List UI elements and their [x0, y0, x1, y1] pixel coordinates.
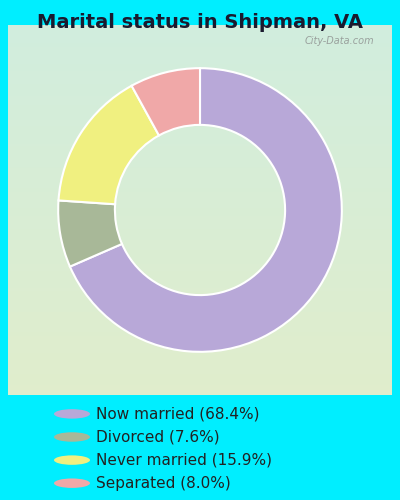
Text: Separated (8.0%): Separated (8.0%) [96, 476, 231, 490]
Circle shape [54, 409, 90, 418]
Wedge shape [132, 68, 200, 136]
Text: Now married (68.4%): Now married (68.4%) [96, 406, 260, 422]
Circle shape [54, 432, 90, 442]
Wedge shape [58, 200, 122, 266]
Circle shape [54, 456, 90, 465]
Circle shape [54, 478, 90, 488]
Wedge shape [70, 68, 342, 352]
Text: Never married (15.9%): Never married (15.9%) [96, 452, 272, 468]
Text: City-Data.com: City-Data.com [304, 36, 374, 46]
Text: Marital status in Shipman, VA: Marital status in Shipman, VA [37, 12, 363, 32]
Wedge shape [58, 86, 159, 204]
Text: Divorced (7.6%): Divorced (7.6%) [96, 430, 220, 444]
